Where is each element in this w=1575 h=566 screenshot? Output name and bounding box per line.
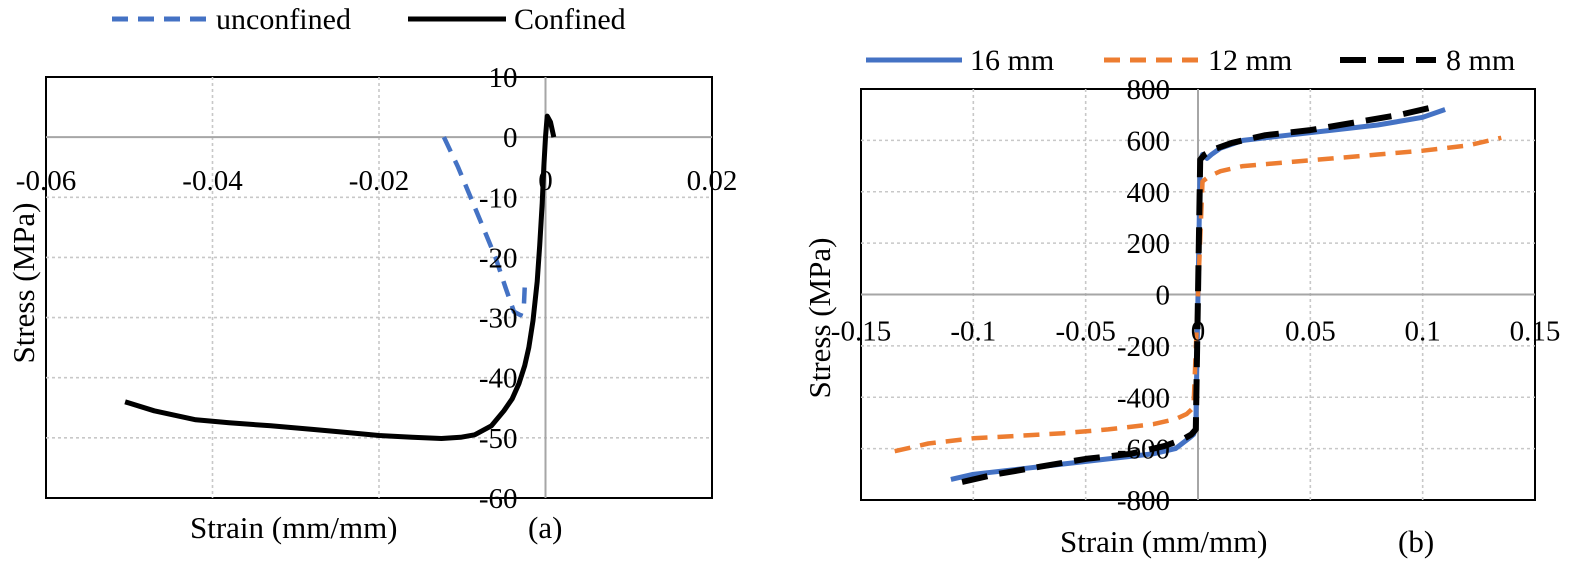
chart-a-xtick-label: 0 [538,165,553,197]
chart-b-series-12-mm [894,135,1502,454]
chart-b-xtick-label: 0.15 [1510,316,1561,348]
chart-b-ytick-label: -600 [1117,434,1170,466]
chart-b-xtick-label: -0.05 [1055,316,1115,348]
chart-a-xlabel: Strain (mm/mm) [190,510,398,545]
chart-a-ylabel: Stress (MPa) [6,202,41,363]
chart-b-series-8-mm [961,104,1435,485]
chart-a-ytick-label: -10 [479,182,518,214]
legend-a-unconfined-label: unconfined [216,3,351,36]
chart-a-xtick-label: -0.04 [182,165,243,197]
chart-b-ticks: -0.15 -0.1 -0.05 0 0.05 0.1 0.158006004002000-… [831,74,1561,517]
chart-b-ytick-label: 200 [1127,228,1171,260]
chart-b: -0.15 -0.1 -0.05 0 0.05 0.1 0.158006004002000-… [802,44,1560,559]
chart-a-panel-label: (a) [528,510,562,545]
chart-b-xlabel: Strain (mm/mm) [1060,524,1268,559]
legend-b-16mm-label: 16 mm [970,44,1054,77]
chart-a: -0.06 -0.04 -0.02 0 0.02 10 0 -10 -20 -30 -40 -50 -6… [6,3,737,545]
chart-b-ylabel: Stress (MPa) [802,237,837,398]
legend-b-12mm-label: 12 mm [1208,44,1292,77]
chart-a-ytick-label: -40 [479,363,518,395]
chart-b-ytick-label: 800 [1127,74,1171,106]
chart-a-ytick-label: 0 [503,122,518,154]
legend-b-8mm-label: 8 mm [1446,44,1515,77]
chart-a-ytick-label: -60 [479,483,518,515]
chart-b-ytick-label: -200 [1117,331,1170,363]
chart-a-xtick-label: -0.02 [349,165,409,197]
legend-a-confined-label: Confined [514,3,626,36]
chart-b-xtick-label: 0.1 [1405,316,1441,348]
chart-b-ytick-label: 400 [1127,177,1171,209]
chart-b-xtick-label: 0.05 [1285,316,1336,348]
chart-b-xtick-label: 0 [1191,316,1206,348]
chart-a-ytick-label: 10 [489,62,518,94]
chart-b-legend: 16 mm 12 mm 8 mm [866,44,1515,77]
chart-a-xtick-label: -0.06 [16,165,76,197]
chart-a-legend: unconfined Confined [112,3,626,36]
chart-b-ytick-label: -400 [1117,382,1170,414]
chart-b-ytick-label: -800 [1117,485,1170,517]
chart-b-panel-label: (b) [1398,524,1434,559]
chart-a-series-confined [124,113,557,441]
chart-a-ticks: -0.06 -0.04 -0.02 0 0.02 10 0 -10 -20 -30 -40 -50 -6… [16,62,738,515]
chart-a-ytick-label: -20 [479,242,518,274]
chart-b-xtick-label: -0.1 [950,316,996,348]
chart-b-series [894,104,1502,485]
chart-a-ytick-label: -30 [479,303,518,335]
chart-b-ytick-label: 600 [1127,125,1171,157]
chart-a-series [124,113,557,441]
chart-a-ytick-label: -50 [479,423,518,455]
chart-b-xtick-label: -0.15 [831,316,891,348]
chart-a-xtick-label: 0.02 [687,165,738,197]
chart-b-ytick-label: 0 [1156,280,1171,312]
